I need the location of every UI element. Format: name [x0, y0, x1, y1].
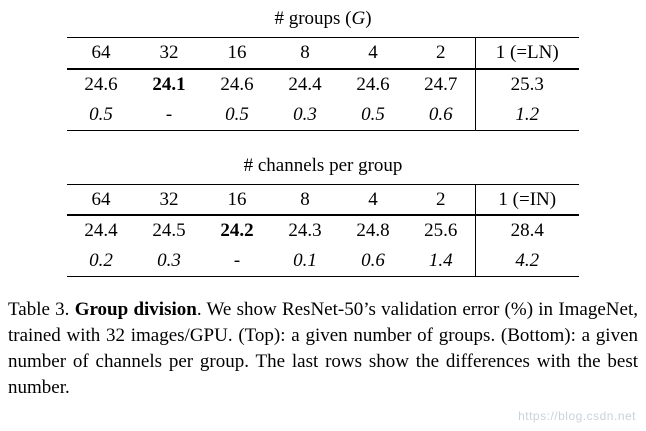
diff-cell: 1.4: [428, 250, 453, 272]
header-cell: 64: [91, 188, 111, 210]
error-cell: 28.4: [474, 215, 579, 247]
error-cell: 24.6: [356, 73, 390, 95]
diff-cell: 4.2: [474, 246, 579, 277]
header-cell: 4: [368, 188, 378, 210]
diff-cell: 0.6: [428, 103, 453, 125]
header-cell: 16: [227, 188, 247, 210]
paper-table-figure: # groups (G) 64 32 16 8 4 2 1 (=LN) 24.: [8, 8, 638, 401]
diff-cell: 0.1: [293, 250, 317, 272]
diff-cell: -: [233, 250, 241, 272]
error-cell: 24.4: [288, 73, 322, 95]
diff-cell: 0.5: [89, 103, 113, 125]
groups-header-row: 64 32 16 8 4 2 1 (=LN): [67, 37, 579, 69]
header-cell: 2: [436, 188, 446, 210]
diff-cell: 0.5: [361, 103, 385, 125]
error-cell-best: 24.1: [152, 73, 186, 95]
header-cell: 2: [436, 42, 446, 63]
error-cell: 25.6: [424, 220, 458, 242]
diff-cell: 1.2: [474, 99, 579, 131]
header-cell: 16: [227, 42, 247, 63]
groups-title-prefix: # groups (: [274, 8, 352, 29]
channels-table: 64 32 16 8 4 2 1 (=IN) 24.4 24.5 24.2 24…: [67, 184, 579, 278]
groups-error-row: 24.6 24.1 24.6 24.4 24.6 24.7 25.3: [67, 68, 579, 100]
header-cell: 8: [300, 188, 310, 210]
header-cell-ln: 1 (=LN): [474, 37, 579, 69]
header-cell-in: 1 (=IN): [474, 184, 579, 216]
error-cell: 24.6: [84, 73, 118, 95]
caption-bold-title: Group division: [74, 299, 197, 321]
error-cell: 25.3: [474, 68, 579, 100]
groups-table-title: # groups (G): [8, 8, 638, 30]
header-cell: 32: [159, 42, 179, 63]
error-cell: 24.4: [84, 220, 118, 242]
header-cell: 4: [368, 42, 378, 63]
caption-prefix: Table 3.: [8, 299, 75, 321]
groups-table: 64 32 16 8 4 2 1 (=LN) 24.6 24.1 24.6 24…: [67, 37, 579, 131]
error-cell: 24.6: [220, 73, 254, 95]
error-cell: 24.7: [424, 73, 458, 95]
channels-header-row: 64 32 16 8 4 2 1 (=IN): [67, 184, 579, 216]
header-cell: 64: [91, 42, 111, 63]
channels-title-prefix: # channels per group: [243, 154, 403, 176]
groups-diff-row: 0.5 - 0.5 0.3 0.5 0.6 1.2: [67, 99, 579, 131]
groups-table-block: # groups (G) 64 32 16 8 4 2 1 (=LN) 24.: [8, 8, 638, 131]
diff-cell: 0.5: [225, 103, 249, 125]
diff-cell: -: [165, 103, 173, 125]
error-cell: 24.3: [288, 220, 322, 242]
diff-cell: 0.3: [157, 250, 181, 272]
header-cell: 8: [300, 42, 310, 63]
table-caption: Table 3. Group division. We show ResNet-…: [8, 297, 638, 401]
groups-title-variable: G: [351, 8, 366, 29]
header-cell: 32: [159, 188, 179, 210]
channels-table-title: # channels per group: [8, 155, 638, 177]
diff-cell: 0.2: [89, 250, 113, 272]
error-cell: 24.5: [152, 220, 186, 242]
watermark: https://blog.csdn.net: [518, 409, 636, 423]
channels-error-row: 24.4 24.5 24.2 24.3 24.8 25.6 28.4: [67, 215, 579, 247]
diff-cell: 0.3: [293, 103, 317, 125]
groups-title-suffix: ): [365, 8, 372, 29]
diff-cell: 0.6: [361, 250, 385, 272]
error-cell: 24.8: [356, 220, 390, 242]
channels-diff-row: 0.2 0.3 - 0.1 0.6 1.4 4.2: [67, 246, 579, 277]
caption-body: . We show ResNet-50’s validation error (…: [8, 299, 638, 399]
error-cell-best: 24.2: [220, 220, 254, 242]
channels-table-block: # channels per group 64 32 16 8 4 2 1 (=…: [8, 155, 638, 278]
